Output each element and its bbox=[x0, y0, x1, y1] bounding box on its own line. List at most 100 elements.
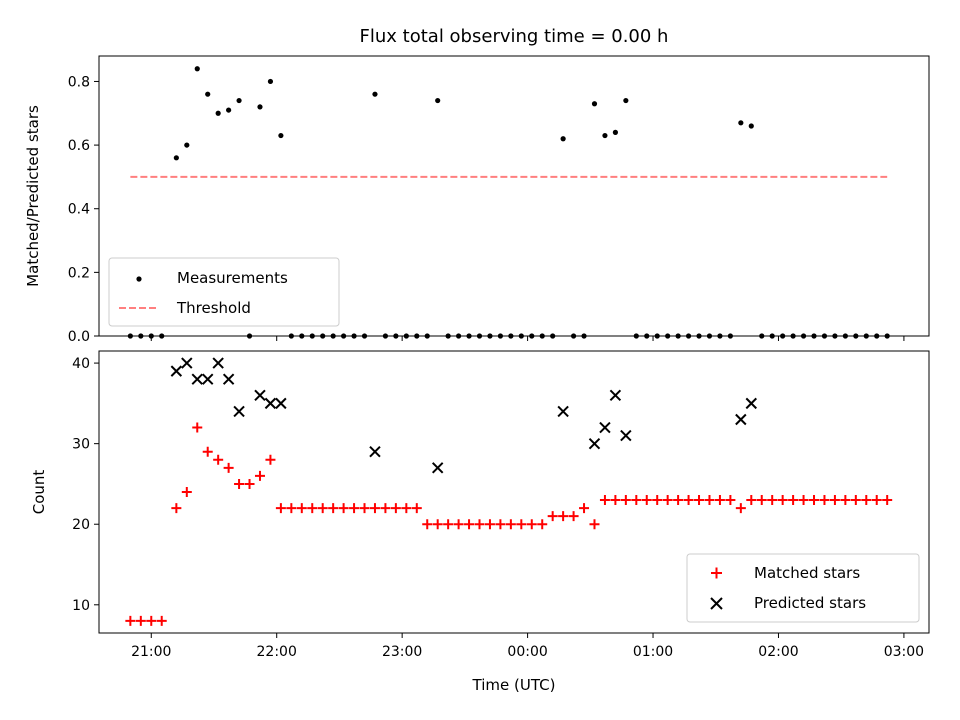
bottom-y-tick-label: 20 bbox=[72, 517, 90, 533]
predicted-star-point bbox=[264, 397, 277, 410]
matched-star-point bbox=[579, 503, 590, 514]
measurement-point bbox=[560, 136, 566, 142]
predicted-star-point bbox=[557, 405, 569, 418]
top-axes-frame bbox=[98, 55, 930, 337]
predicted-star-point bbox=[191, 373, 203, 385]
matched-star-point bbox=[620, 495, 631, 506]
legend-measurements-marker bbox=[136, 276, 142, 282]
matched-star-point bbox=[777, 495, 788, 506]
top-y-tick-label: 0.2 bbox=[68, 265, 90, 281]
matched-star-point bbox=[380, 503, 391, 514]
bottom-legend-box bbox=[686, 553, 920, 623]
matched-star-point bbox=[265, 454, 276, 465]
x-tick-label: 01:00 bbox=[633, 644, 673, 660]
matched-star-point bbox=[819, 495, 830, 506]
matched-star-point bbox=[349, 503, 360, 514]
matched-star-point bbox=[181, 487, 192, 497]
bottom-x-ticks: 21:00 22:00 23:00 00:00 01:00 02:00 03:00 bbox=[131, 633, 924, 660]
matched-star-point bbox=[725, 495, 736, 506]
top-y-axis-label: Matched/Predicted stars bbox=[24, 105, 42, 287]
matched-star-point bbox=[714, 495, 725, 506]
matched-star-point bbox=[694, 495, 705, 506]
top-x-ticks bbox=[150, 336, 905, 341]
predicted-star-point bbox=[609, 389, 622, 402]
measurement-point bbox=[435, 97, 441, 104]
measurement-point bbox=[205, 91, 211, 97]
matched-star-point bbox=[516, 519, 527, 530]
matched-star-point bbox=[537, 519, 548, 530]
matched-star-point bbox=[453, 519, 464, 530]
x-tick-label: 21:00 bbox=[131, 644, 171, 660]
matched-star-point bbox=[464, 519, 475, 530]
matched-star-point bbox=[704, 495, 715, 506]
top-y-tick-label: 0.8 bbox=[68, 74, 90, 90]
matched-star-point bbox=[401, 503, 412, 514]
matched-star-point bbox=[788, 495, 799, 506]
matched-star-point bbox=[610, 495, 621, 506]
measurement-point bbox=[194, 66, 200, 72]
measurement-point bbox=[623, 97, 629, 104]
bottom-panel: 10 20 30 40 21:00 22:00 23:00 00:00 01:00 02:00 0… bbox=[30, 350, 930, 694]
matched-star-point bbox=[125, 615, 136, 626]
predicted-star-point bbox=[599, 421, 611, 434]
matched-star-point bbox=[422, 519, 433, 530]
matched-star-point bbox=[840, 495, 851, 506]
matched-star-point bbox=[244, 478, 255, 489]
measurement-point bbox=[226, 107, 232, 113]
measurement-point bbox=[602, 132, 608, 139]
legend-measurements-label: Measurements bbox=[177, 269, 288, 287]
matched-star-point bbox=[296, 503, 307, 514]
legend-matched-label: Matched stars bbox=[754, 564, 860, 582]
matched-star-point bbox=[631, 495, 642, 506]
predicted-star-point bbox=[170, 365, 183, 377]
measurement-point bbox=[257, 104, 263, 110]
matched-star-point bbox=[599, 495, 610, 506]
bottom-y-ticks: 10 20 30 40 bbox=[72, 356, 99, 614]
matched-star-point bbox=[589, 519, 600, 530]
matched-star-point bbox=[328, 503, 339, 514]
legend-threshold-label: Threshold bbox=[176, 299, 251, 317]
predicted-star-point bbox=[212, 357, 224, 369]
measurement-point bbox=[184, 142, 190, 148]
measurement-point bbox=[372, 91, 378, 97]
matched-star-point bbox=[809, 495, 820, 506]
predicted-star-point bbox=[735, 413, 747, 426]
predicted-star-point bbox=[745, 397, 757, 410]
matched-star-point bbox=[474, 519, 485, 530]
matched-star-point bbox=[495, 519, 506, 530]
matched-star-point bbox=[275, 503, 286, 514]
matched-star-point bbox=[202, 446, 213, 457]
predicted-star-point bbox=[431, 462, 444, 474]
matched-star-point bbox=[850, 495, 861, 506]
legend-predicted-label: Predicted stars bbox=[754, 594, 866, 612]
matched-star-point bbox=[254, 470, 265, 481]
legend-matched-marker bbox=[711, 567, 722, 579]
matched-star-point bbox=[641, 495, 652, 506]
predicted-star-point bbox=[181, 357, 193, 369]
matched-star-point bbox=[861, 495, 872, 506]
matched-star-point bbox=[662, 495, 673, 506]
top-y-tick-label: 0.0 bbox=[68, 329, 90, 345]
predicted-star-point bbox=[369, 446, 381, 458]
measurement-point bbox=[748, 123, 754, 129]
matched-star-point bbox=[746, 495, 757, 506]
predicted-star-point bbox=[254, 389, 266, 402]
x-tick-label: 02:00 bbox=[758, 644, 798, 660]
measurement-point bbox=[215, 110, 221, 116]
measurement-point bbox=[236, 97, 242, 104]
predicted-star-point bbox=[233, 405, 245, 418]
matched-star-point bbox=[505, 519, 516, 530]
bottom-y-tick-label: 40 bbox=[72, 356, 90, 372]
measurement-point bbox=[612, 129, 618, 135]
matched-star-point bbox=[484, 519, 495, 530]
top-y-ticks: 0.0 0.2 0.4 0.6 0.8 bbox=[68, 74, 99, 345]
matched-star-point bbox=[547, 511, 558, 522]
matched-star-point bbox=[234, 478, 245, 489]
x-tick-label: 03:00 bbox=[884, 644, 924, 660]
matched-star-point bbox=[882, 495, 893, 506]
matched-star-point bbox=[673, 495, 684, 506]
bottom-axes-frame bbox=[98, 350, 930, 634]
bottom-y-tick-label: 30 bbox=[72, 437, 90, 453]
predicted-star-point bbox=[222, 373, 235, 385]
